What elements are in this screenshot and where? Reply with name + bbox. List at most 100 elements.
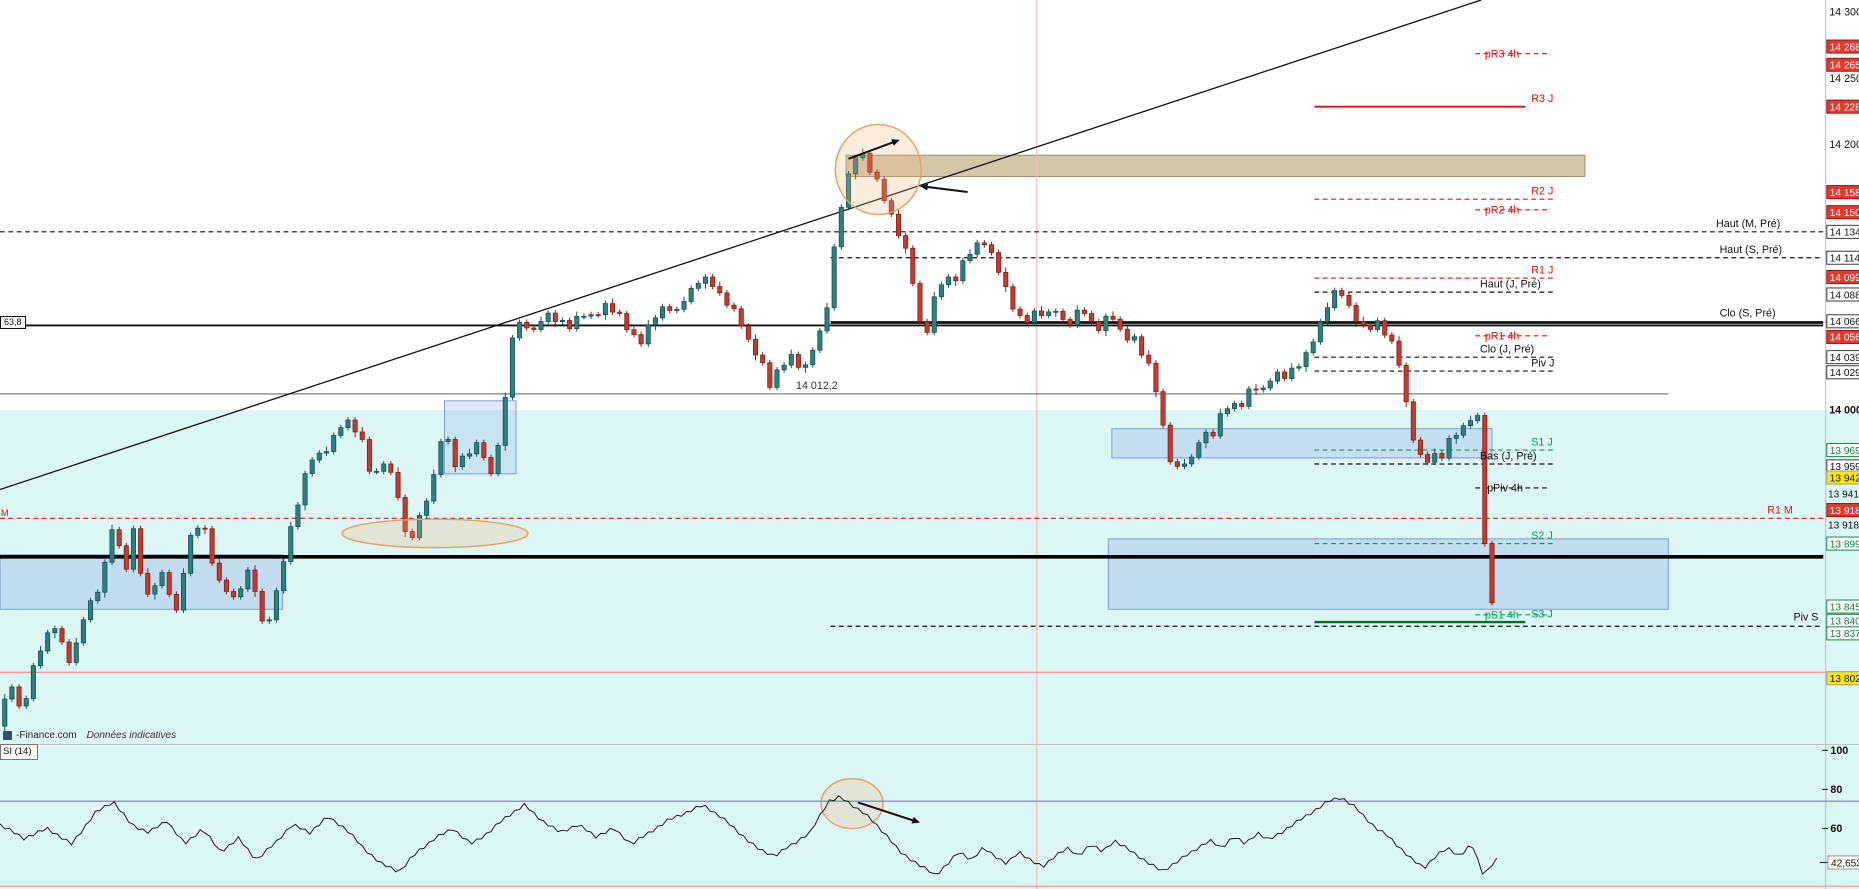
level-label-Bas-J-Pre: Bas (J, Pré) [1480,450,1537,462]
candle-body [45,632,51,652]
candle-body [1403,364,1409,403]
candle-body [1124,328,1130,341]
axis-price-tag-Piv-S [1826,626,1859,641]
level-label-level-14012: 14 012,2 [796,380,838,392]
level-label-Haut-S-Pre: Haut (S, Pré) [1720,244,1783,256]
rsi-tick-label: 100 [1830,745,1848,757]
candle-body [1317,321,1323,343]
candle-body [159,572,165,587]
indicator-label-box[interactable]: SI (14) [0,744,38,761]
rsi-layer: 100 80 60 42,653 [0,745,1859,887]
candle-body [395,471,401,498]
candle-body [867,153,873,173]
level-label-pR3-4h: pR3 4h [1485,48,1520,60]
candle-body [116,529,122,547]
rejection-arrow [919,183,968,194]
candle-body [52,628,58,634]
candle-body [316,452,322,461]
candle-body [166,572,172,595]
candle-body [795,354,801,368]
candle-body [1167,424,1173,463]
axis-price-tag-R3-M [1826,57,1859,72]
candle-body [710,276,716,287]
candle-body [624,313,630,331]
candle-body [1060,310,1066,320]
rsi-arrow [857,801,920,824]
candle-body [810,349,816,366]
axis-price-text-S2-J: 13 899,5 [1830,539,1859,550]
candle-body [1274,371,1280,382]
rsi-current-tag [1827,855,1859,870]
level-label-pPiv-4h: pPiv 4h [1487,483,1523,495]
candle-body [181,572,187,611]
candle-body [1081,309,1087,314]
candle-body [438,441,444,475]
axis-price-text-Haut-J-Pre: 14 088,9 [1830,290,1859,301]
candle-body [1432,453,1438,463]
candle-body [1131,336,1137,341]
candle-body [617,311,623,314]
candle-body [910,247,916,284]
axis-price-tag-R1-M [1826,503,1859,518]
candle-body [1203,431,1209,444]
candle-body [1353,304,1359,322]
candle-body [1425,454,1431,463]
demand-zone-lower [1107,538,1669,610]
candle-body [459,455,465,468]
axis-price-text-Piv-J: 14 029,4 [1830,368,1859,379]
axis-price-text-R1-M-value: 13 918,3 [1828,520,1859,531]
axis-price-tag-pR2-4h [1826,205,1859,220]
level-label-pR2-4h: pR2 4h [1485,205,1520,217]
axis-price-text-pR1-4h: 14 056,0 [1830,333,1859,344]
candle-body [1382,320,1388,336]
axis-price-text-pR3-4h: 14 268,5 [1830,42,1859,53]
candle-body [581,315,587,318]
candle-body [1267,380,1273,389]
candle-body [1139,336,1145,356]
candle-body [73,642,79,663]
candle-body [838,206,844,248]
indicator-label: SI (14) [3,746,32,758]
level-label-Piv-S: Piv S [1793,611,1818,623]
candle-body [745,325,751,340]
candle-body [588,314,594,317]
level-label-S3-J: S3 J [1531,608,1552,620]
candle-body [1453,434,1459,439]
axis-price-tag-S1-J [1826,443,1859,458]
candle-body [552,312,558,322]
candle-body [1182,463,1188,467]
candle-body [1024,315,1030,323]
level-label-R1-M: R1 M [1767,505,1793,517]
candle-body [602,303,608,316]
rsi-tick-label: 60 [1830,823,1842,835]
candle-body [667,306,673,311]
axis-price-tag-R2-J [1826,185,1859,200]
candle-body [967,253,973,261]
axis-price-text-R1-J: 14 099,4 [1830,273,1859,284]
candle-body [903,235,909,249]
axis-tick: 14 200 [1829,139,1859,151]
candle-body [109,529,115,563]
candle-body [1375,320,1381,330]
axis-price-tag-R3-J [1826,99,1859,114]
rsi-line [0,795,1498,875]
candle-body [595,314,601,317]
axis-tick: 14 250 [1829,73,1859,85]
candle-body [1210,431,1216,437]
rsi-tick-label: 80 [1830,784,1842,796]
candle-body [1489,543,1495,604]
candle-body [374,470,380,473]
candle-body [295,504,301,527]
peak-highlight [834,123,922,216]
candle-body [123,545,129,570]
candle-body [938,284,944,298]
supply-zone [845,154,1586,177]
candle-body [853,157,859,175]
candle-body [896,213,902,236]
axis-price-text-S1-J: 13 969,9 [1830,446,1859,457]
candle-body [474,442,480,455]
candle-body [481,442,487,458]
axis-price-text-pR2-4h: 14 150,9 [1830,208,1859,219]
